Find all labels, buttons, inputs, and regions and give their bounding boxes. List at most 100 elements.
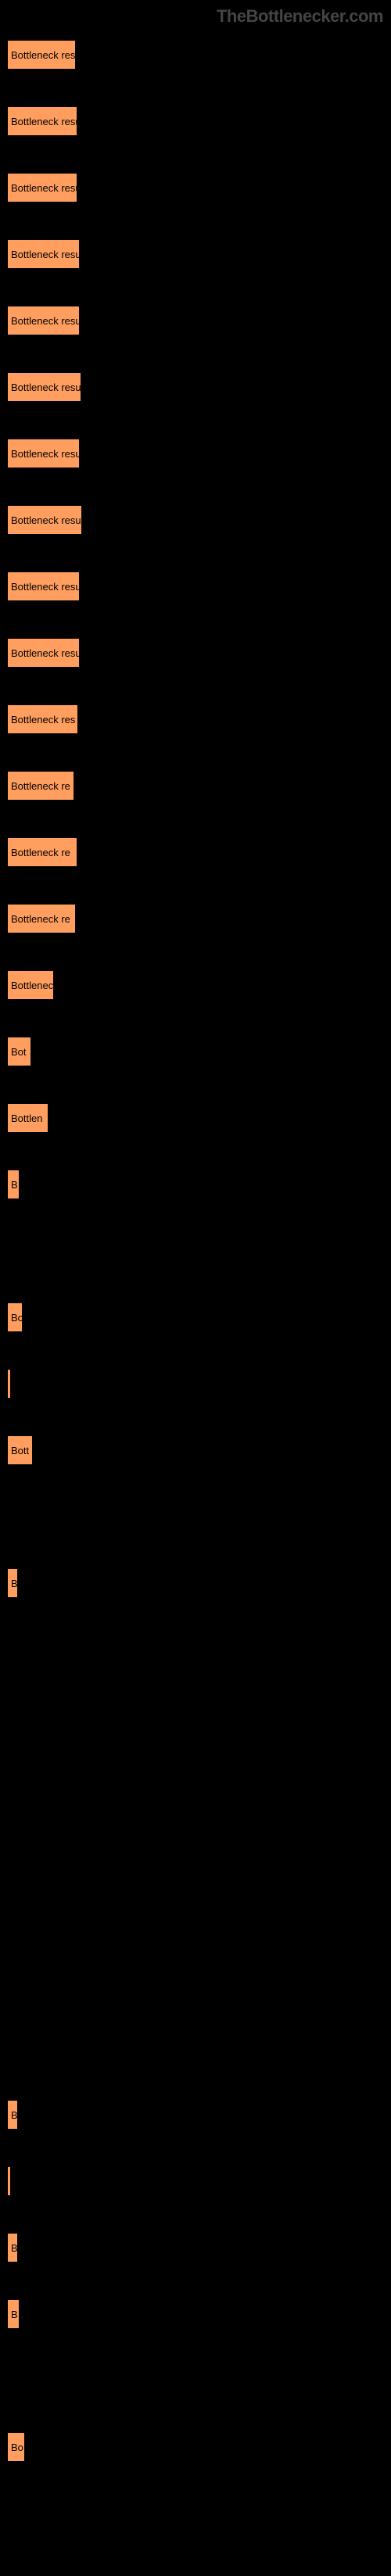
bar: Bottleneck res [6,704,79,735]
bar-label: Bottleneck resul [11,182,78,194]
bar-row: B [6,2099,391,2130]
bar-label: Bottleneck result [11,116,78,127]
bar-label: Bo [11,1312,23,1324]
bar-label: Bottleneck resu [11,448,81,460]
bar-row [6,1634,391,1665]
chart-container: Bottleneck result Bottleneck result Bottle… [0,0,391,2576]
bar: Bottleneck resu [6,305,81,336]
bar-row: Bo [6,2431,391,2463]
bar-row [6,1501,391,1532]
bar [6,1700,9,1732]
bar-label: Bottleneck re [11,780,70,792]
bar-row [6,1966,391,1997]
bar: Bottleneck re [6,837,78,868]
bar-label: Bottleneck resu [11,249,81,260]
bar [6,1368,12,1399]
bar-row: B [6,2232,391,2263]
bar-row: Bottleneck re [6,837,391,868]
bar-label: Bottleneck resu [11,382,81,393]
bar: Bottlenec [6,969,55,1001]
bar-row [6,1767,391,1798]
bar [6,1966,9,1997]
bar [6,2033,9,2064]
bar: B [6,1567,19,1599]
bar: B [6,2298,20,2330]
bar: Bottleneck re [6,770,75,801]
bar [6,1833,9,1865]
bar-row: Bottleneck resu [6,637,391,668]
bar-row: Bottleneck re [6,903,391,934]
bar [6,1634,9,1665]
bar-row: Bottleneck resu [6,305,391,336]
bar-row: Bottleneck resu [6,571,391,602]
bar-label: Bottlen [11,1112,42,1124]
bar-label: B [11,2309,18,2320]
bar: Bot [6,1036,32,1067]
bar-row: Bott [6,1435,391,1466]
bar-row [6,1833,391,1865]
bar-row [6,1235,391,1267]
bar-label: Bot [11,1046,27,1058]
bar-row: Bottleneck resu [6,438,391,469]
bar [6,1235,9,1267]
bar: Bottleneck re [6,903,77,934]
bar: Bottleneck result [6,39,77,70]
bar-row: Bot [6,1036,391,1067]
bar-label: Bottleneck res [11,714,75,726]
bar: B [6,2099,19,2130]
bar-label: B [11,2109,18,2121]
bar: Bott [6,1435,34,1466]
bar [6,1501,9,1532]
bar-row: Bottlen [6,1102,391,1134]
bar-label: Bottleneck result [11,49,77,61]
bar-label: Bottlenec [11,980,53,991]
bar-row [6,1368,391,1399]
bar-row: Bottleneck resu [6,238,391,270]
bar-row [6,2365,391,2396]
bar-label: Bottleneck re [11,913,70,925]
bar-label: Bottleneck resu [11,315,81,327]
bar: Bottleneck resu [6,238,81,270]
bar-label: Bottleneck resu [11,581,81,593]
bar-row: Bottleneck re [6,770,391,801]
bar-row [6,2033,391,2064]
bar-label: B [11,1179,18,1191]
bar: Bottleneck resu [6,371,82,403]
bar-label: Bottleneck resu [11,514,81,526]
bar-row [6,1900,391,1931]
bar: Bottleneck resu [6,504,83,536]
bar: Bottleneck resu [6,571,81,602]
bar: B [6,1169,20,1200]
bar-label: B [11,2242,18,2254]
watermark-text: TheBottlenecker.com [217,6,383,27]
bar-row: Bo [6,1302,391,1333]
bar: Bottleneck result [6,106,78,137]
bar-label: B [11,1578,18,1589]
bar: Bottleneck resu [6,637,81,668]
bar [6,1900,9,1931]
bar-label: Bo [11,2442,23,2453]
bar-row: Bottleneck res [6,704,391,735]
bar: Bottlen [6,1102,49,1134]
bar-row: Bottleneck resul [6,172,391,203]
bar: B [6,2232,19,2263]
bar: Bottleneck resul [6,172,78,203]
bar [6,2365,9,2396]
bar-row: Bottleneck result [6,39,391,70]
bar [6,2166,12,2197]
bar-row: B [6,2298,391,2330]
bar-label: Bottleneck resu [11,647,81,659]
bar: Bo [6,2431,26,2463]
bar-row: Bottleneck result [6,106,391,137]
bar-row: B [6,1567,391,1599]
bar [6,1767,9,1798]
bar-row [6,1700,391,1732]
bar-row: Bottlenec [6,969,391,1001]
bar-label: Bottleneck re [11,847,70,858]
bar-label: Bott [11,1445,29,1456]
bar-row: Bottleneck resu [6,504,391,536]
bar: Bottleneck resu [6,438,81,469]
bar: Bo [6,1302,23,1333]
bar-row: Bottleneck resu [6,371,391,403]
bar-row: B [6,1169,391,1200]
